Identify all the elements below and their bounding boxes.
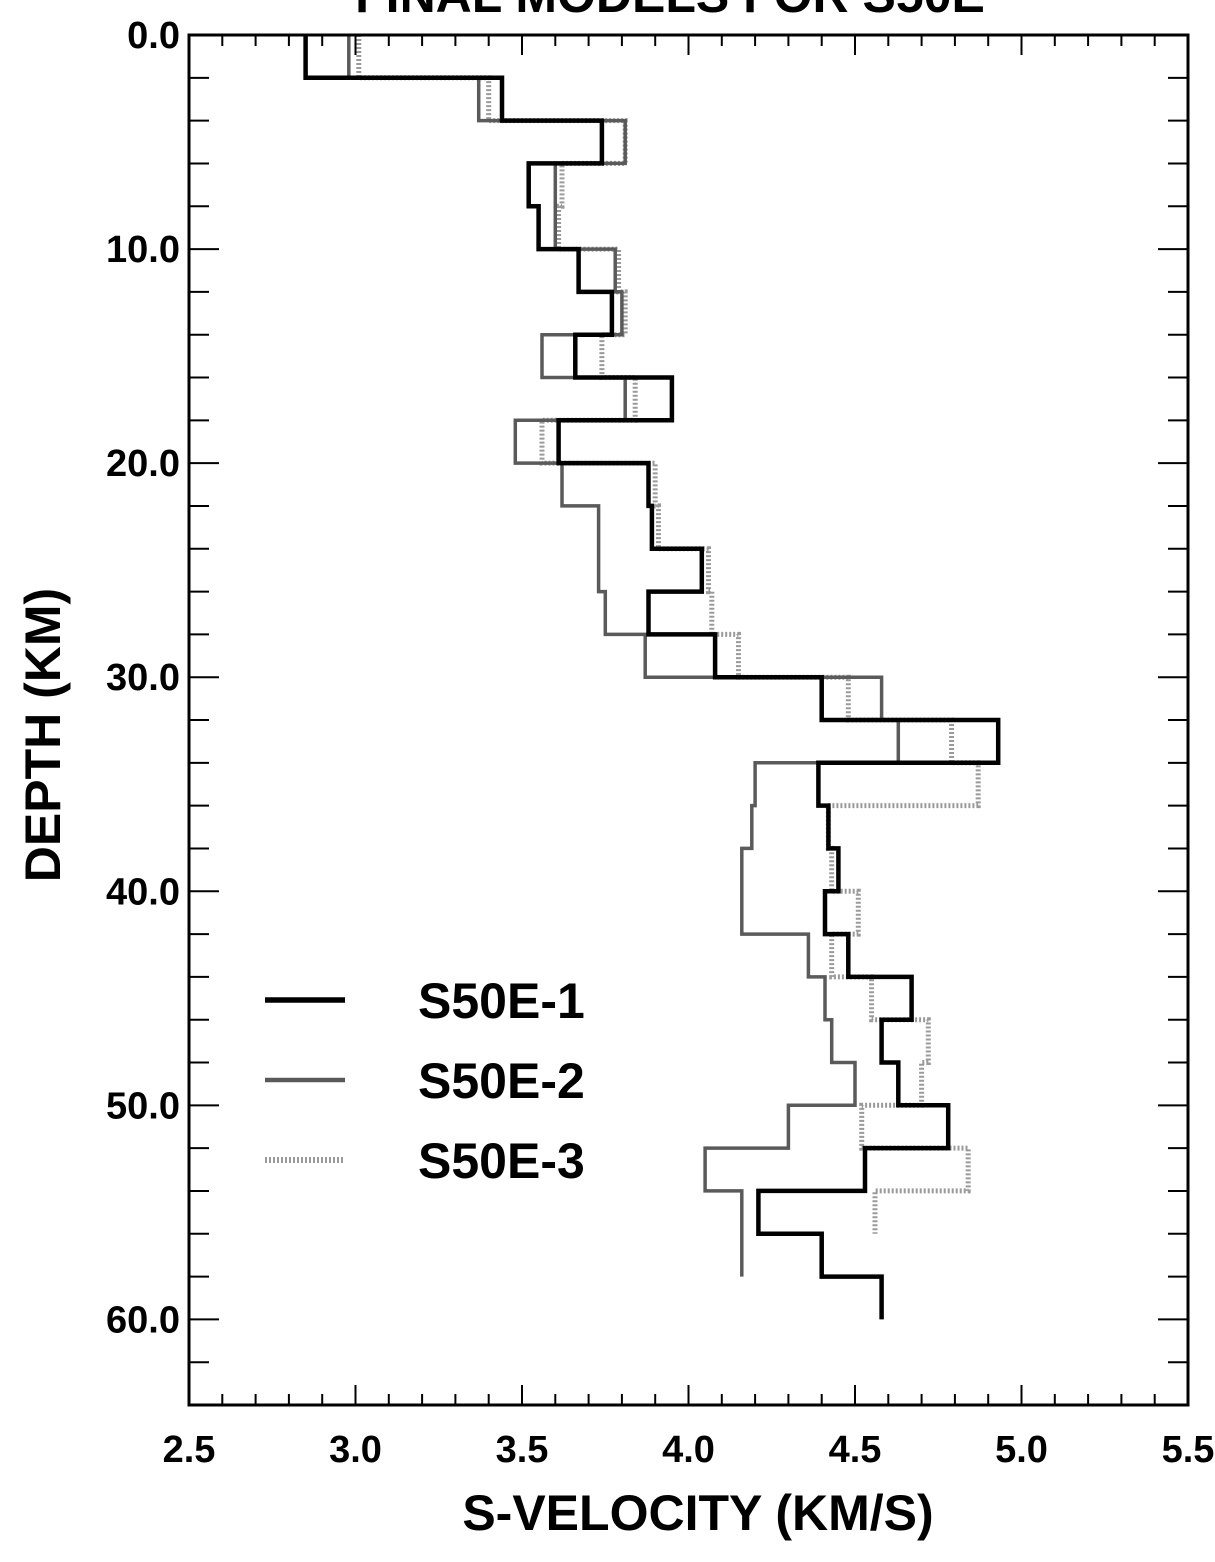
y-tick-label: 60.0 <box>106 1299 180 1341</box>
x-tick-label: 4.5 <box>829 1429 882 1471</box>
legend-label: S50E-3 <box>418 1133 585 1189</box>
x-tick-label: 3.0 <box>329 1429 382 1471</box>
x-axis-tick-labels: 2.5 3.0 3.5 4.0 4.5 5.0 5.5 <box>163 1429 1215 1471</box>
y-tick-label: 0.0 <box>127 15 180 57</box>
y-tick-label: 30.0 <box>106 657 180 699</box>
y-axis-ticks <box>189 34 1188 1406</box>
y-tick-label: 50.0 <box>106 1085 180 1127</box>
legend: S50E-1 S50E-2 S50E-3 <box>265 973 585 1189</box>
x-tick-label: 3.5 <box>496 1429 549 1471</box>
x-axis-ticks <box>188 35 1189 1405</box>
y-tick-label: 20.0 <box>106 443 180 485</box>
x-tick-label: 5.5 <box>1162 1429 1215 1471</box>
y-tick-label: 40.0 <box>106 871 180 913</box>
legend-label: S50E-2 <box>418 1053 585 1109</box>
legend-label: S50E-1 <box>418 973 585 1029</box>
x-tick-label: 2.5 <box>163 1429 216 1471</box>
chart-title: FINAL MODELS FOR S50E <box>355 0 985 23</box>
plot-frame <box>187 33 1190 1407</box>
x-axis-label: S-VELOCITY (KM/S) <box>462 1485 933 1541</box>
series-layer <box>303 35 1001 1320</box>
y-axis-label: DEPTH (KM) <box>15 588 71 882</box>
x-tick-label: 4.0 <box>662 1429 715 1471</box>
y-axis-tick-labels: 0.0 10.0 20.0 30.0 40.0 50.0 60.0 <box>106 15 180 1341</box>
series-line-s50e-2 <box>347 35 901 1277</box>
y-tick-label: 10.0 <box>106 229 180 271</box>
x-tick-label: 5.0 <box>995 1429 1048 1471</box>
series-line-s50e-1 <box>303 35 1001 1320</box>
